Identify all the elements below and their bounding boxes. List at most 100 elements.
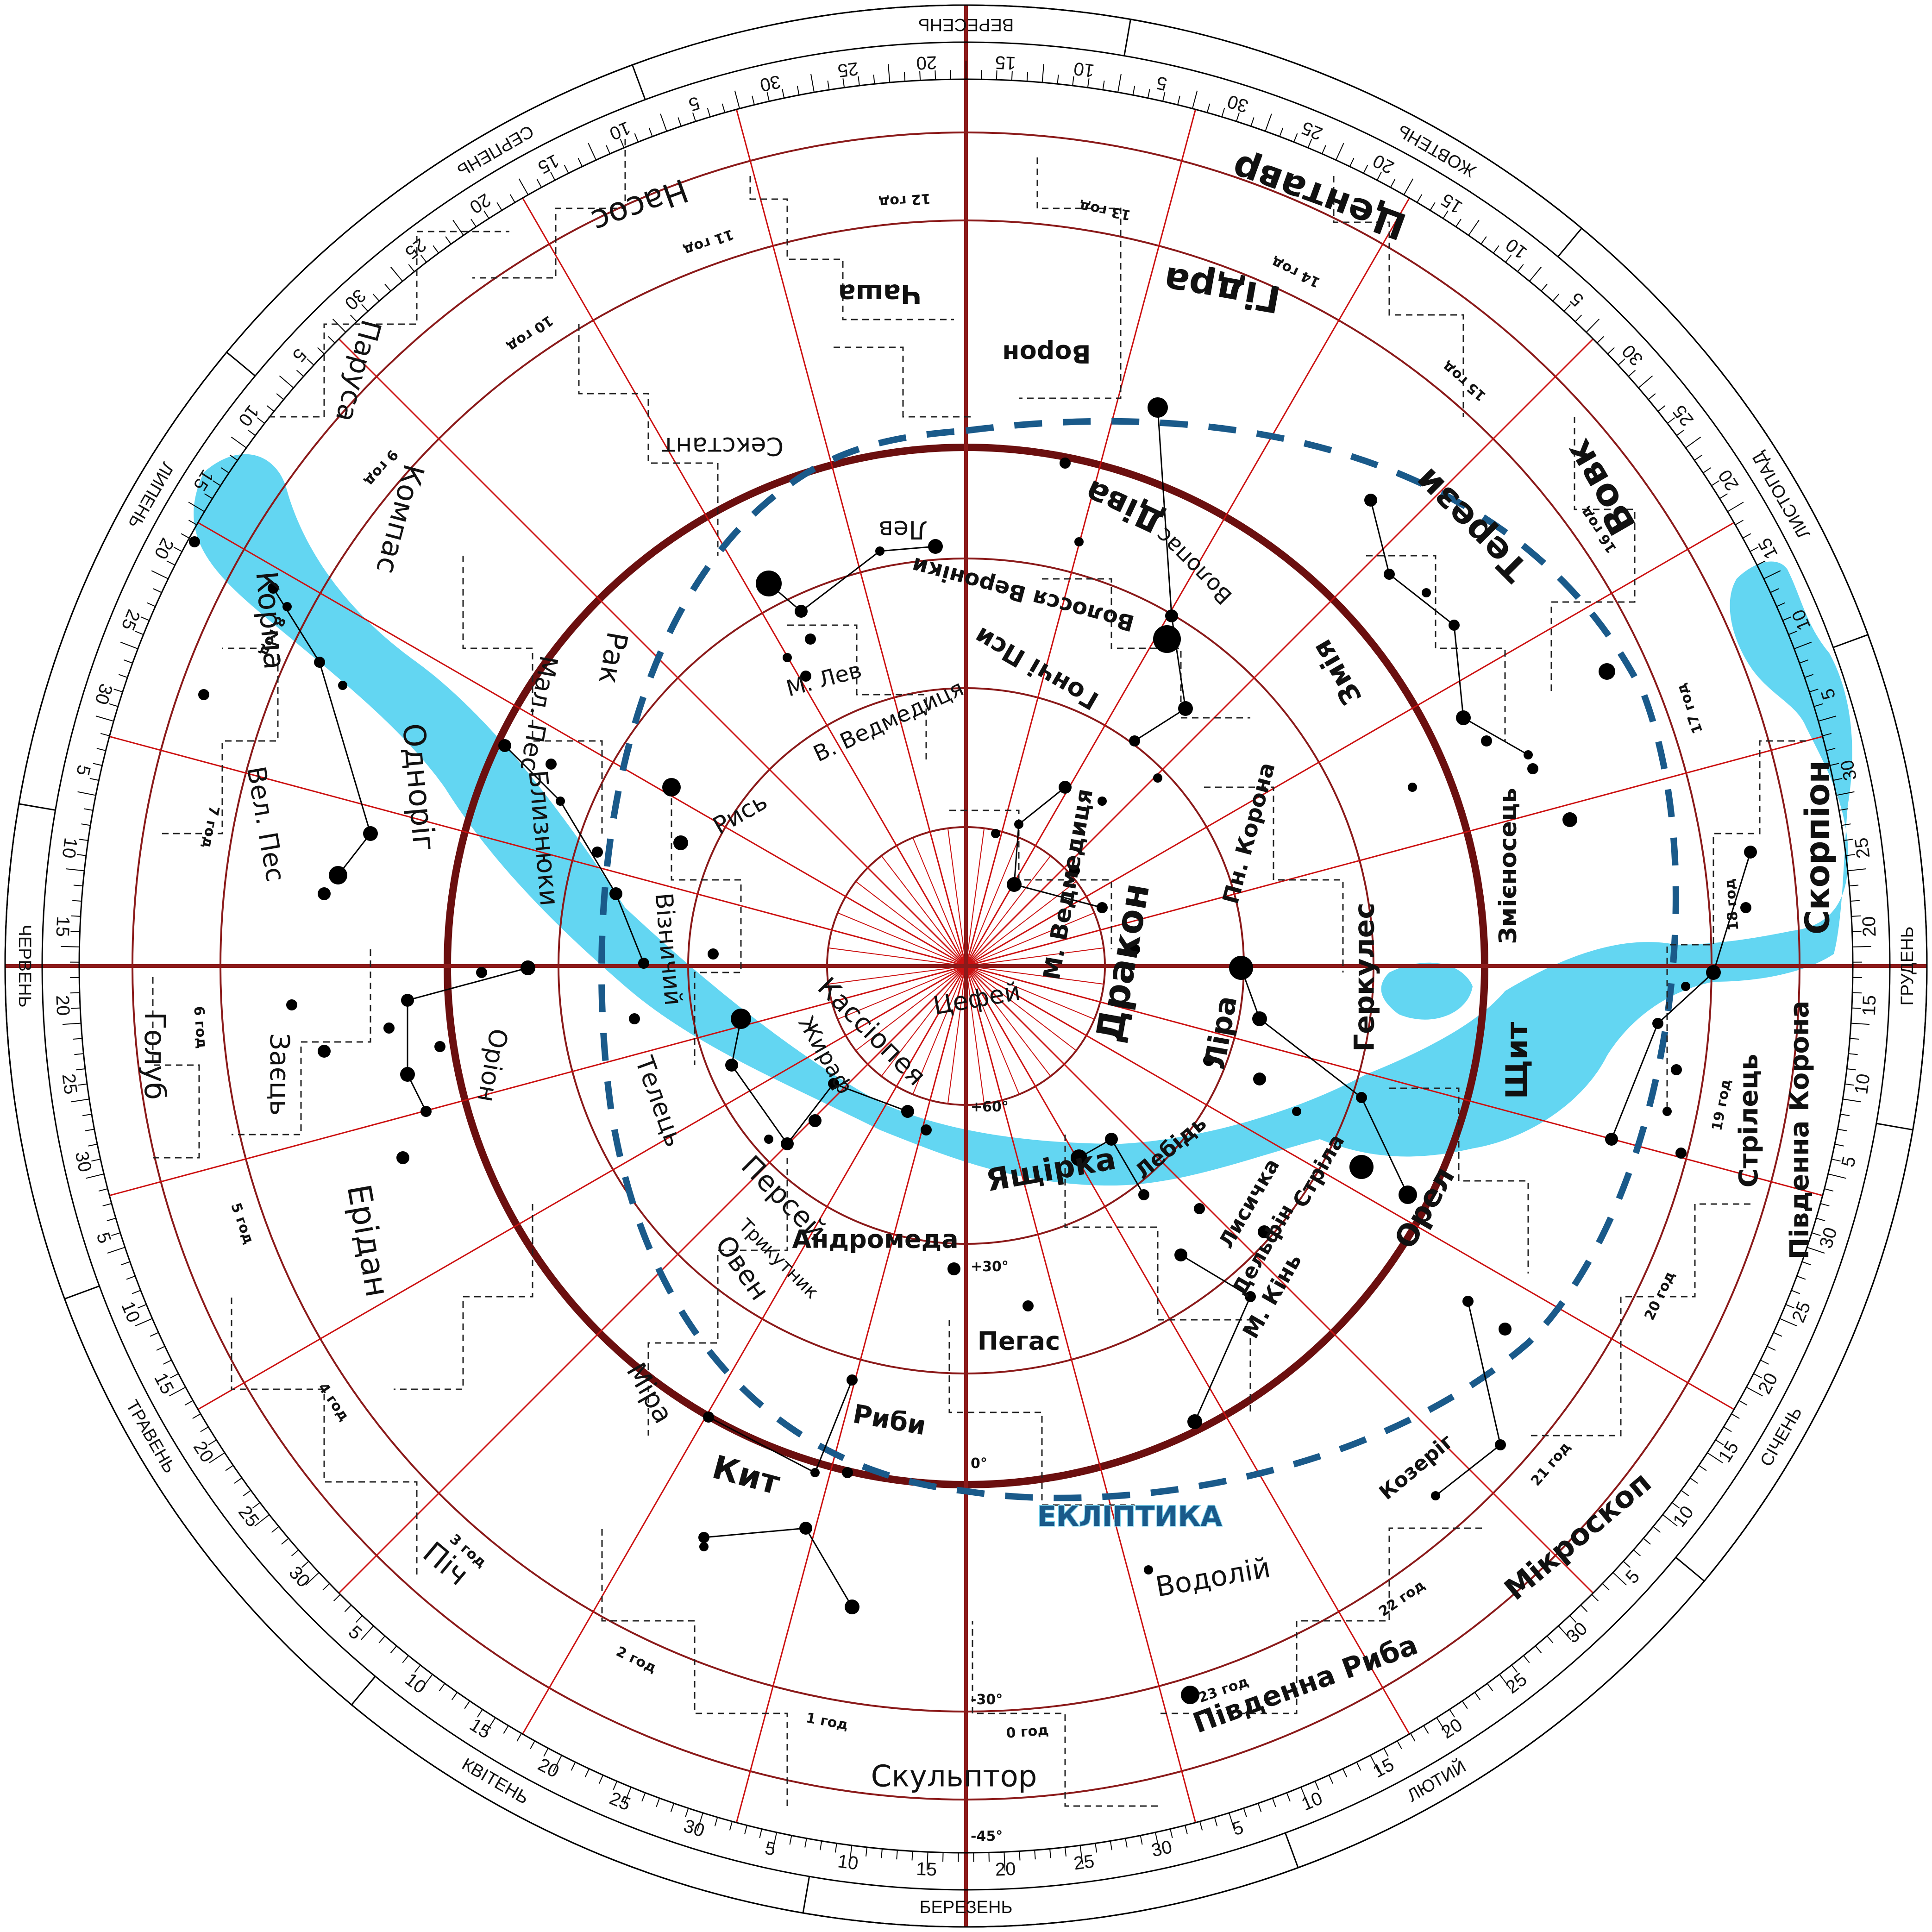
ring-tick <box>390 1645 397 1654</box>
constellation-line <box>272 588 371 876</box>
ring-tick <box>1272 1798 1276 1807</box>
ring-tick <box>1321 145 1326 154</box>
ring-tick <box>1770 588 1779 593</box>
pole-line <box>966 855 1051 966</box>
ring-tick <box>744 1825 747 1835</box>
month-divider <box>19 803 56 811</box>
ring-tick <box>124 659 133 664</box>
ring-tick <box>1192 90 1198 109</box>
hour-line-16 <box>966 522 1735 967</box>
ring-tick <box>516 1733 522 1742</box>
day-label: 30 <box>71 1149 95 1174</box>
ring-tick <box>1719 493 1728 499</box>
ring-tick <box>134 630 144 635</box>
ring-tick <box>1574 314 1582 322</box>
ring-tick <box>452 220 464 236</box>
ring-tick <box>1563 304 1571 312</box>
ring-tick <box>1676 429 1685 436</box>
ring-tick <box>1286 1792 1291 1802</box>
star <box>546 759 557 770</box>
hour-label: 6 год <box>190 1005 210 1049</box>
stars <box>189 397 1757 1704</box>
star <box>363 826 378 841</box>
ring-tick <box>1794 641 1812 649</box>
star <box>781 1137 794 1150</box>
star <box>1138 1189 1149 1200</box>
ring-tick <box>827 81 830 90</box>
ring-tick <box>1698 1465 1707 1471</box>
ring-tick <box>66 868 85 872</box>
ring-tick <box>1767 1346 1776 1351</box>
ring-tick <box>1773 1332 1782 1337</box>
day-label: 30 <box>758 71 783 95</box>
pole-line <box>929 966 966 1101</box>
ring-tick <box>135 1318 153 1327</box>
ring-tick <box>1820 1203 1830 1207</box>
ring-tick <box>1185 1825 1188 1835</box>
star <box>1187 1414 1202 1429</box>
hour-line-11 <box>735 109 967 966</box>
ring-tick <box>140 616 150 621</box>
ring-tick <box>1843 1098 1862 1103</box>
ring-tick <box>1079 1845 1083 1864</box>
ring-tick <box>102 1203 112 1207</box>
ring-tick <box>1546 1636 1554 1643</box>
ring-tick <box>842 78 845 88</box>
ring-tick <box>1681 1490 1689 1496</box>
star <box>1165 609 1178 622</box>
ring-tick <box>78 1083 88 1086</box>
ring-tick <box>1804 674 1814 678</box>
ring-tick <box>85 1129 94 1132</box>
ring-tick <box>766 92 770 101</box>
ring-tick <box>390 266 403 282</box>
star <box>1481 735 1492 746</box>
ring-tick <box>1707 1452 1723 1463</box>
month-divider <box>64 1285 100 1300</box>
ring-tick <box>420 254 427 263</box>
ring-tick <box>1125 1838 1128 1848</box>
ring-tick <box>1529 266 1542 282</box>
ring-tick <box>254 1514 270 1527</box>
ring-tick <box>707 107 711 117</box>
ring-middle <box>41 41 1891 1891</box>
ring-tick <box>564 164 569 174</box>
ring-tick <box>714 1817 718 1826</box>
constellation-label: Скорпіон <box>1798 760 1837 935</box>
month-divider <box>1876 1123 1913 1131</box>
ring-tick <box>1685 436 1701 448</box>
constellation-label: Лев <box>878 515 928 544</box>
pole-line <box>828 966 966 985</box>
ring-tick <box>1370 1755 1380 1772</box>
pole-line <box>837 912 966 966</box>
ring-tick <box>1177 95 1180 105</box>
ring-tick <box>372 294 380 301</box>
pole-line <box>966 966 1065 1065</box>
day-label: 15 <box>995 52 1016 73</box>
star <box>1074 537 1084 546</box>
ring-tick <box>1807 1247 1825 1254</box>
star <box>708 948 719 960</box>
ring-tick <box>1236 112 1240 122</box>
ring-tick <box>79 839 88 841</box>
ring-tick <box>729 1821 733 1831</box>
month-divider <box>226 351 256 376</box>
month-label: ЧЕРВЕНЬ <box>15 924 34 1007</box>
ring-tick <box>1307 139 1312 148</box>
ring-tick <box>1782 616 1792 621</box>
month-divider <box>1675 1556 1705 1582</box>
ring-tick <box>1199 1821 1203 1831</box>
ring-tick <box>588 143 596 161</box>
ring-tick <box>1423 1725 1429 1734</box>
ring-tick <box>305 1572 320 1586</box>
constellation-line <box>1013 786 1103 909</box>
ring-tick <box>1648 393 1656 400</box>
constellation-label: Ворон <box>1002 339 1091 368</box>
ring-tick <box>1257 1803 1262 1813</box>
ring-tick <box>229 454 238 461</box>
pole-line <box>966 966 985 1104</box>
ring-tick <box>1580 1605 1588 1612</box>
ring-tick <box>433 245 439 254</box>
ring-tick <box>355 1615 363 1623</box>
ring-tick <box>1836 791 1855 796</box>
star <box>703 1411 714 1423</box>
